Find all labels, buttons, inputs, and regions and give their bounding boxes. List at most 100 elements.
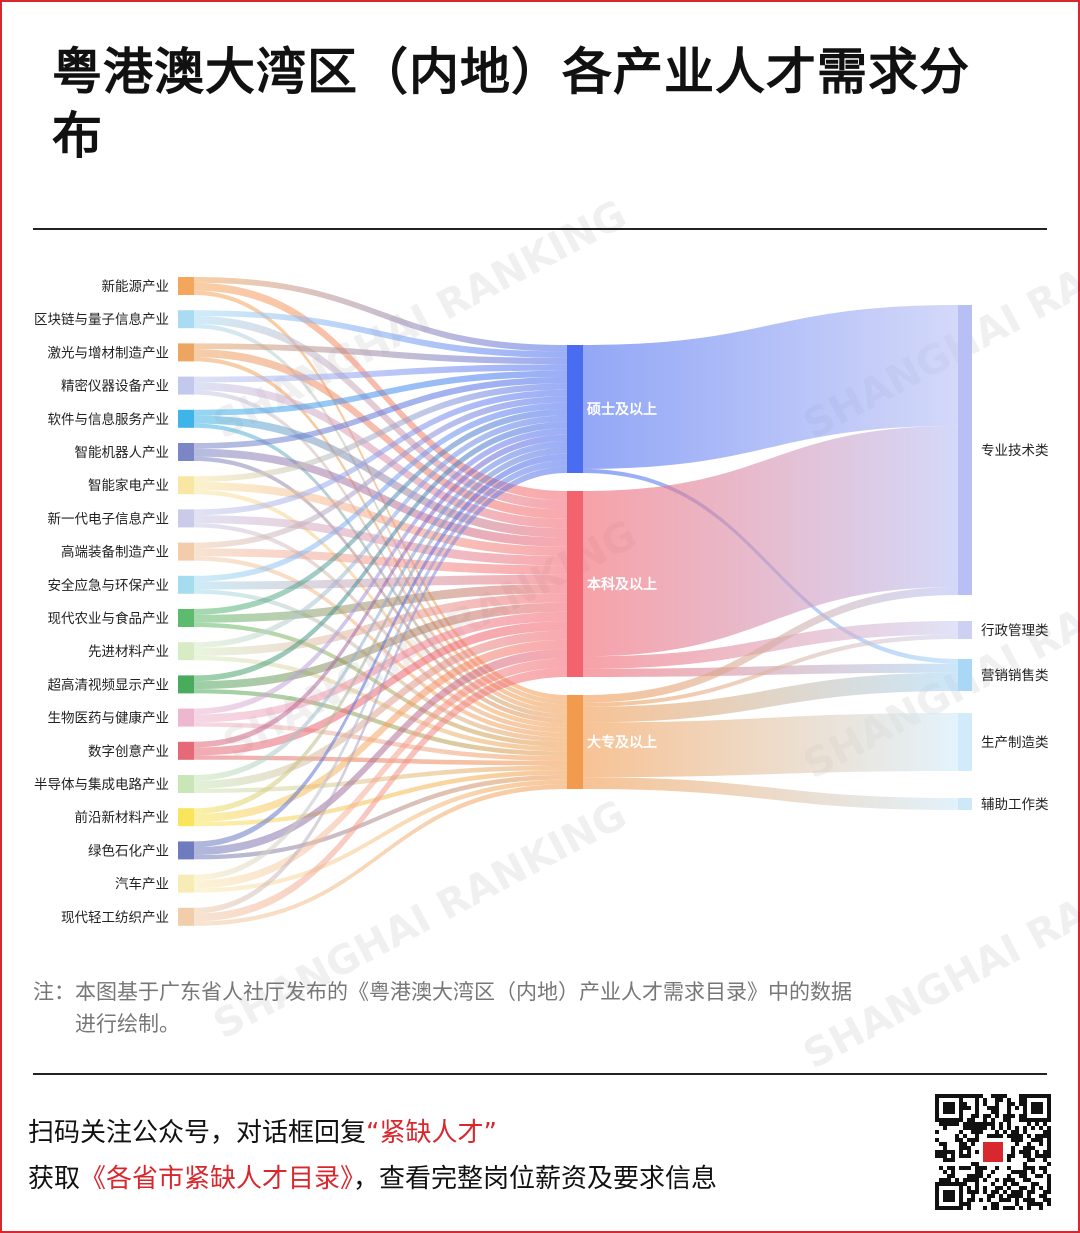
qr-module [1039,1154,1043,1158]
qr-module [979,1126,983,1130]
qr-module [1031,1146,1035,1150]
qr-module [1031,1202,1035,1206]
qr-module [1015,1198,1019,1202]
footer-line1-prefix: 扫码关注公众号，对话框回复 [28,1118,367,1148]
qr-module [995,1110,999,1114]
qr-module [995,1202,999,1206]
job-node [958,305,972,595]
qr-module [1031,1138,1035,1142]
industry-node [178,310,194,329]
qr-module [943,1126,947,1130]
qr-module [947,1158,951,1162]
education-job-links [583,305,958,810]
qr-module [1027,1178,1031,1182]
qr-module [955,1178,959,1182]
qr-module [1007,1110,1011,1114]
qr-module [1047,1162,1051,1166]
flow-link [194,421,567,682]
footer-line2-prefix: 获取 [28,1164,81,1194]
industry-node [178,775,194,793]
qr-module [975,1166,979,1170]
qr-module [1003,1114,1007,1118]
qr-module [1047,1174,1051,1178]
job-node [958,621,972,639]
qr-module [975,1110,979,1114]
industry-node [178,675,194,694]
qr-module [971,1142,975,1146]
industry-label: 新一代电子信息产业 [48,510,170,527]
qr-module [983,1190,987,1194]
flow-link [194,548,567,575]
industry-label: 先进材料产业 [88,644,169,660]
qr-module [1015,1130,1019,1134]
qr-module [967,1190,971,1194]
qr-module [1043,1134,1047,1138]
qr-module [939,1150,943,1154]
qr-module [1011,1178,1015,1182]
qr-module [1027,1142,1031,1146]
qr-module [999,1094,1003,1098]
industry-node [178,874,194,893]
qr-module [967,1106,971,1110]
qr-module [995,1114,999,1118]
qr-module [1027,1134,1031,1138]
qr-module [963,1178,967,1182]
qr-module [975,1122,979,1126]
qr-module [955,1134,959,1138]
qr-module [971,1174,975,1178]
qr-module [971,1194,975,1198]
qr-module [971,1114,975,1118]
qr-module [1023,1198,1027,1202]
qr-module [1047,1202,1051,1206]
qr-module [939,1166,943,1170]
flow-link [194,343,567,365]
qr-module [959,1130,963,1134]
flow-link [194,593,567,656]
flow-link [194,434,567,748]
qr-module [991,1194,995,1198]
qr-module [995,1102,999,1106]
qr-module [935,1130,939,1134]
footer-text: 扫码关注公众号，对话框回复“紧缺人才” 获取《各省市紧缺人才目录》，查看完整岗位… [28,1110,717,1202]
qr-module [967,1154,971,1158]
qr-module [967,1122,971,1126]
job-label: 行政管理类 [981,623,1049,639]
qr-module [1007,1118,1011,1122]
qr-module [1047,1154,1051,1158]
qr-module [1007,1098,1011,1102]
qr-module [1047,1134,1051,1138]
qr-module [1007,1122,1011,1126]
qr-module [1047,1142,1051,1146]
qr-module [967,1138,971,1142]
industry-node [178,476,194,495]
flow-link [194,515,567,566]
flow-link [194,630,567,789]
qr-module [1023,1146,1027,1150]
qr-module [975,1130,979,1134]
qr-module [1007,1186,1011,1190]
qr-module [987,1198,991,1202]
qr-module [1011,1138,1015,1142]
qr-module [1007,1206,1011,1210]
qr-module [951,1154,955,1158]
qr-module [975,1182,979,1186]
qr-module [1023,1162,1027,1166]
qr-module [1003,1206,1007,1210]
education-node [567,491,583,677]
qr-module [1027,1150,1031,1154]
qr-module [955,1138,959,1142]
qr-module [1007,1174,1011,1178]
footer-line2-suffix: ，查看完整岗位薪资及要求信息 [353,1164,718,1194]
flow-link [583,305,958,469]
qr-module [971,1162,975,1166]
job-label: 营销销售类 [981,668,1049,684]
flow-link [194,277,567,352]
qr-module [959,1142,963,1146]
qr-module [963,1122,967,1126]
qr-code-icon[interactable] [935,1094,1051,1210]
industry-label: 智能家电产业 [88,477,169,494]
title-divider [33,228,1047,230]
industry-node [178,642,194,661]
flow-link [194,453,567,848]
education-node [567,695,583,789]
